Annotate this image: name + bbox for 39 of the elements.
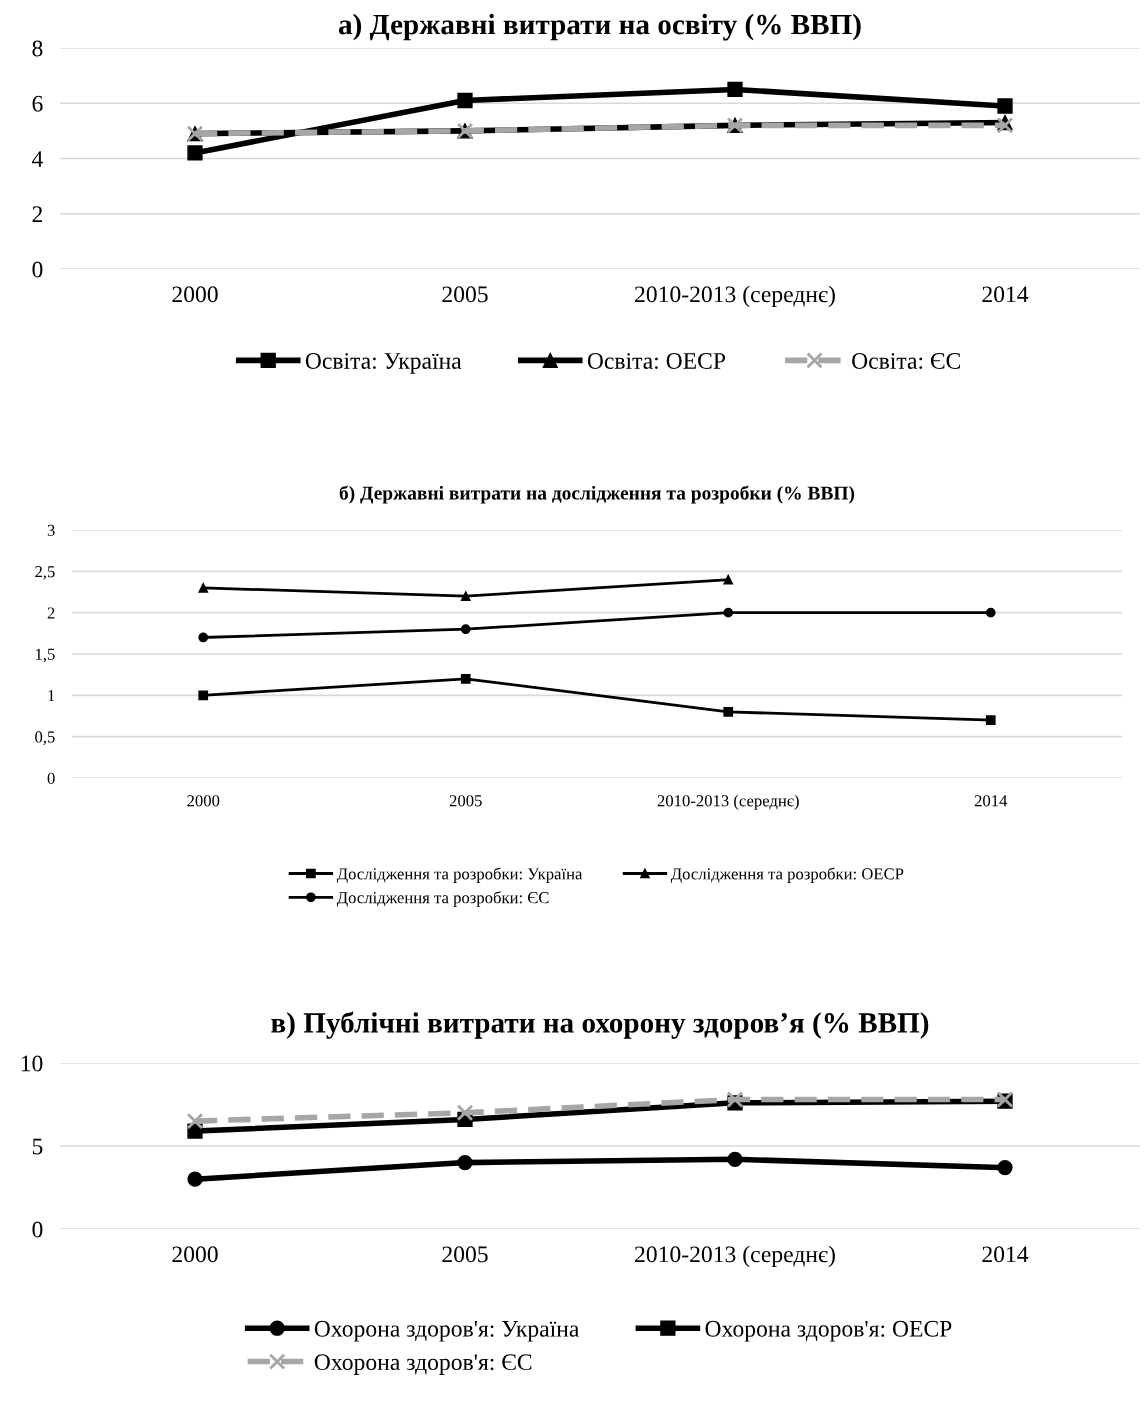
- y-tick-label: 2,5: [35, 566, 55, 580]
- y-tick-label: 10: [21, 1055, 43, 1072]
- legend-label: Охорона здоров'я: ЄС: [314, 1354, 532, 1375]
- y-tick-label: 0: [32, 1221, 43, 1238]
- y-tick-label: 0,5: [35, 731, 55, 746]
- legend-label: Освіта: ЄС: [852, 353, 960, 369]
- legend-label: Освіта: ОЕСР: [587, 353, 726, 369]
- y-tick-label: 1,5: [35, 648, 55, 663]
- y-tick-label: 2: [32, 206, 43, 222]
- x-tick-label: 2010-2013 (середнє): [657, 794, 799, 810]
- x-tick-label: 2005: [442, 1246, 488, 1263]
- x-tick-label: 2005: [449, 795, 482, 807]
- x-tick-label: 2000: [172, 1246, 218, 1263]
- y-tick-label: 6: [32, 95, 43, 112]
- y-tick-label: 1: [48, 690, 55, 702]
- chart-title: в) Публічні витрати на охорону здоров’я (% ВВП): [271, 1011, 929, 1039]
- chart-title: а) Державні витрати на освіту (% ВВП): [338, 13, 861, 41]
- x-tick-label: 2010-2013 (середнє): [635, 1245, 835, 1268]
- legend-label: Дослідження та розробки: ОЕСР: [670, 867, 904, 883]
- y-tick-label: 2: [47, 607, 55, 619]
- legend-label: Освіта: Україна: [305, 353, 462, 374]
- y-tick-label: 0: [47, 772, 55, 784]
- legend-label: Дослідження та розробки: Україна: [336, 867, 583, 883]
- y-tick-label: 5: [32, 1138, 43, 1155]
- y-tick-label: 0: [32, 261, 43, 278]
- legend-label: Дослідження та розробки: ЄС: [336, 891, 549, 907]
- chart-title: б) Державні витрати на дослідження та розробки (% ВВП): [339, 485, 855, 504]
- x-tick-label: 2000: [172, 286, 218, 303]
- y-tick-label: 8: [32, 40, 43, 57]
- y-tick-label: 3: [47, 524, 55, 536]
- x-tick-label: 2014: [974, 795, 1008, 807]
- legend-label: Охорона здоров'я: Україна: [314, 1320, 580, 1342]
- y-tick-label: 4: [31, 151, 43, 167]
- legend-label: Охорона здоров'я: ОЕСР: [705, 1320, 952, 1342]
- x-tick-label: 2010-2013 (середнє): [635, 285, 835, 308]
- x-tick-label: 2000: [187, 795, 220, 807]
- x-tick-label: 2014: [982, 1246, 1029, 1263]
- x-tick-label: 2014: [982, 286, 1029, 303]
- x-tick-label: 2005: [442, 286, 488, 303]
